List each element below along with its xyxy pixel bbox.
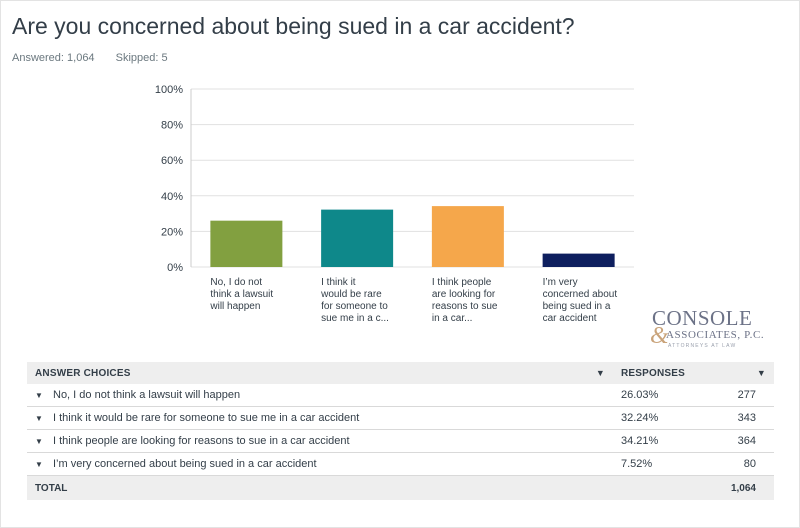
response-percent: 7.52% — [613, 452, 719, 476]
response-count: 80 — [719, 452, 774, 476]
total-spacer — [613, 475, 719, 500]
console-associates-logo: CONSOLE & ASSOCIATES, P.C. ATTORNEYS AT … — [650, 306, 774, 352]
table-row: ▼ No, I do not think a lawsuit will happe… — [27, 384, 774, 407]
x-category-label: I think people are looking for reasons to … — [432, 277, 498, 324]
total-label: TOTAL — [27, 475, 613, 500]
responses-header[interactable]: RESPONSES ▼ — [613, 362, 774, 384]
answered-count: Answered: 1,064 — [12, 52, 95, 64]
response-percent: 32.24% — [613, 406, 719, 430]
sort-caret-icon[interactable]: ▼ — [756, 368, 766, 378]
table-row: ▼ I think it would be rare for someone to… — [27, 406, 774, 430]
answer-choice-text: I’m very concerned about being sued in a… — [53, 458, 317, 470]
response-percent: 26.03% — [613, 384, 719, 407]
expand-caret-icon[interactable]: ▼ — [35, 437, 43, 446]
logo-ampersand: & — [650, 323, 669, 349]
response-count: 364 — [719, 429, 774, 453]
total-row: TOTAL 1,064 — [27, 475, 774, 500]
y-tick-label: 0% — [167, 262, 183, 274]
y-tick-label: 100% — [155, 84, 183, 96]
response-count: 277 — [719, 384, 774, 407]
y-tick-label: 60% — [161, 155, 183, 167]
answer-choice-text: I think people are looking for reasons t… — [53, 435, 350, 447]
response-percent: 34.21% — [613, 429, 719, 453]
skipped-count: Skipped: 5 — [115, 52, 168, 64]
x-category-label: No, I do not think a lawsuit will happen — [209, 277, 273, 312]
y-tick-label: 20% — [161, 226, 183, 238]
bar-2 — [321, 209, 394, 267]
y-tick-label: 40% — [161, 191, 183, 203]
answer-choice-text: No, I do not think a lawsuit will happen — [53, 389, 241, 401]
sort-caret-icon[interactable]: ▼ — [595, 368, 605, 378]
table-header-row: ANSWER CHOICES ▼ RESPONSES ▼ — [27, 362, 774, 384]
response-stats: Answered: 1,064 Skipped: 5 — [12, 52, 186, 64]
expand-caret-icon[interactable]: ▼ — [35, 460, 43, 469]
logo-wordmark: CONSOLE — [652, 306, 753, 330]
response-count: 343 — [719, 406, 774, 430]
answer-choices-header-label: ANSWER CHOICES — [35, 367, 131, 379]
answer-choices-table: ANSWER CHOICES ▼ RESPONSES ▼ ▼ No, I do n… — [27, 362, 774, 500]
logo-subtitle: ASSOCIATES, P.C. — [666, 329, 765, 341]
x-category-label: I think it would be rare for someone to sue… — [320, 277, 389, 324]
table-row: ▼ I’m very concerned about being sued in … — [27, 452, 774, 476]
answer-choices-header[interactable]: ANSWER CHOICES ▼ — [27, 362, 613, 384]
y-tick-label: 80% — [161, 120, 183, 132]
bar-chart: 100% 80% 60% 40% 20% 0% No, I do not think a la… — [155, 84, 634, 324]
total-count: 1,064 — [719, 475, 774, 500]
answer-choice-text: I think it would be rare for someone to … — [53, 412, 360, 424]
x-category-label: I’m very concerned about being sued in a ca… — [543, 277, 618, 324]
expand-caret-icon[interactable]: ▼ — [35, 391, 43, 400]
logo-tagline: ATTORNEYS AT LAW — [668, 343, 737, 349]
bar-4 — [542, 253, 615, 267]
bar-3 — [431, 206, 504, 267]
question-title: Are you concerned about being sued in a … — [12, 13, 575, 39]
responses-header-label: RESPONSES — [621, 367, 686, 379]
expand-caret-icon[interactable]: ▼ — [35, 414, 43, 423]
table-row: ▼ I think people are looking for reasons … — [27, 429, 774, 453]
bar-1 — [210, 220, 283, 267]
